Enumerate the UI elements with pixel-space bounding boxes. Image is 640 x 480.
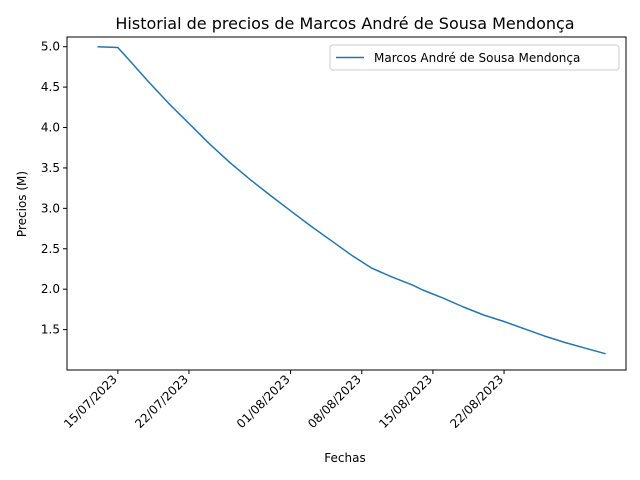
series-line <box>97 45 606 355</box>
x-axis-label: Fechas <box>324 451 365 465</box>
y-axis-label: Precios (M) <box>15 171 29 237</box>
y-tick-label: 1.5 <box>41 323 60 337</box>
y-tick-label: 3.5 <box>41 161 60 175</box>
x-tick-label: 01/08/2023 <box>234 372 293 431</box>
x-tick-label: 22/07/2023 <box>132 372 191 431</box>
x-tick-label: 15/07/2023 <box>61 372 120 431</box>
x-tick-label: 08/08/2023 <box>305 372 364 431</box>
y-axis: 1.5 2.0 2.5 3.0 3.5 4.0 4.5 5.0 <box>41 40 67 337</box>
y-tick-label: 2.0 <box>41 282 60 296</box>
y-tick-label: 2.5 <box>41 242 60 256</box>
legend-label: Marcos André de Sousa Mendonça <box>374 51 580 65</box>
y-tick-label: 3.0 <box>41 201 60 215</box>
legend: Marcos André de Sousa Mendonça <box>329 44 620 71</box>
y-tick-label: 4.0 <box>41 121 60 135</box>
chart-title: Historial de precios de Marcos André de … <box>115 14 574 33</box>
y-tick-label: 4.5 <box>41 80 60 94</box>
x-tick-label: 22/08/2023 <box>447 372 506 431</box>
plot-area <box>66 36 627 371</box>
legend-box <box>329 44 620 71</box>
y-tick-label: 5.0 <box>41 40 60 54</box>
x-axis: 15/07/2023 22/07/2023 01/08/2023 08/08/2023… <box>61 370 506 431</box>
x-tick-label: 15/08/2023 <box>376 372 435 431</box>
